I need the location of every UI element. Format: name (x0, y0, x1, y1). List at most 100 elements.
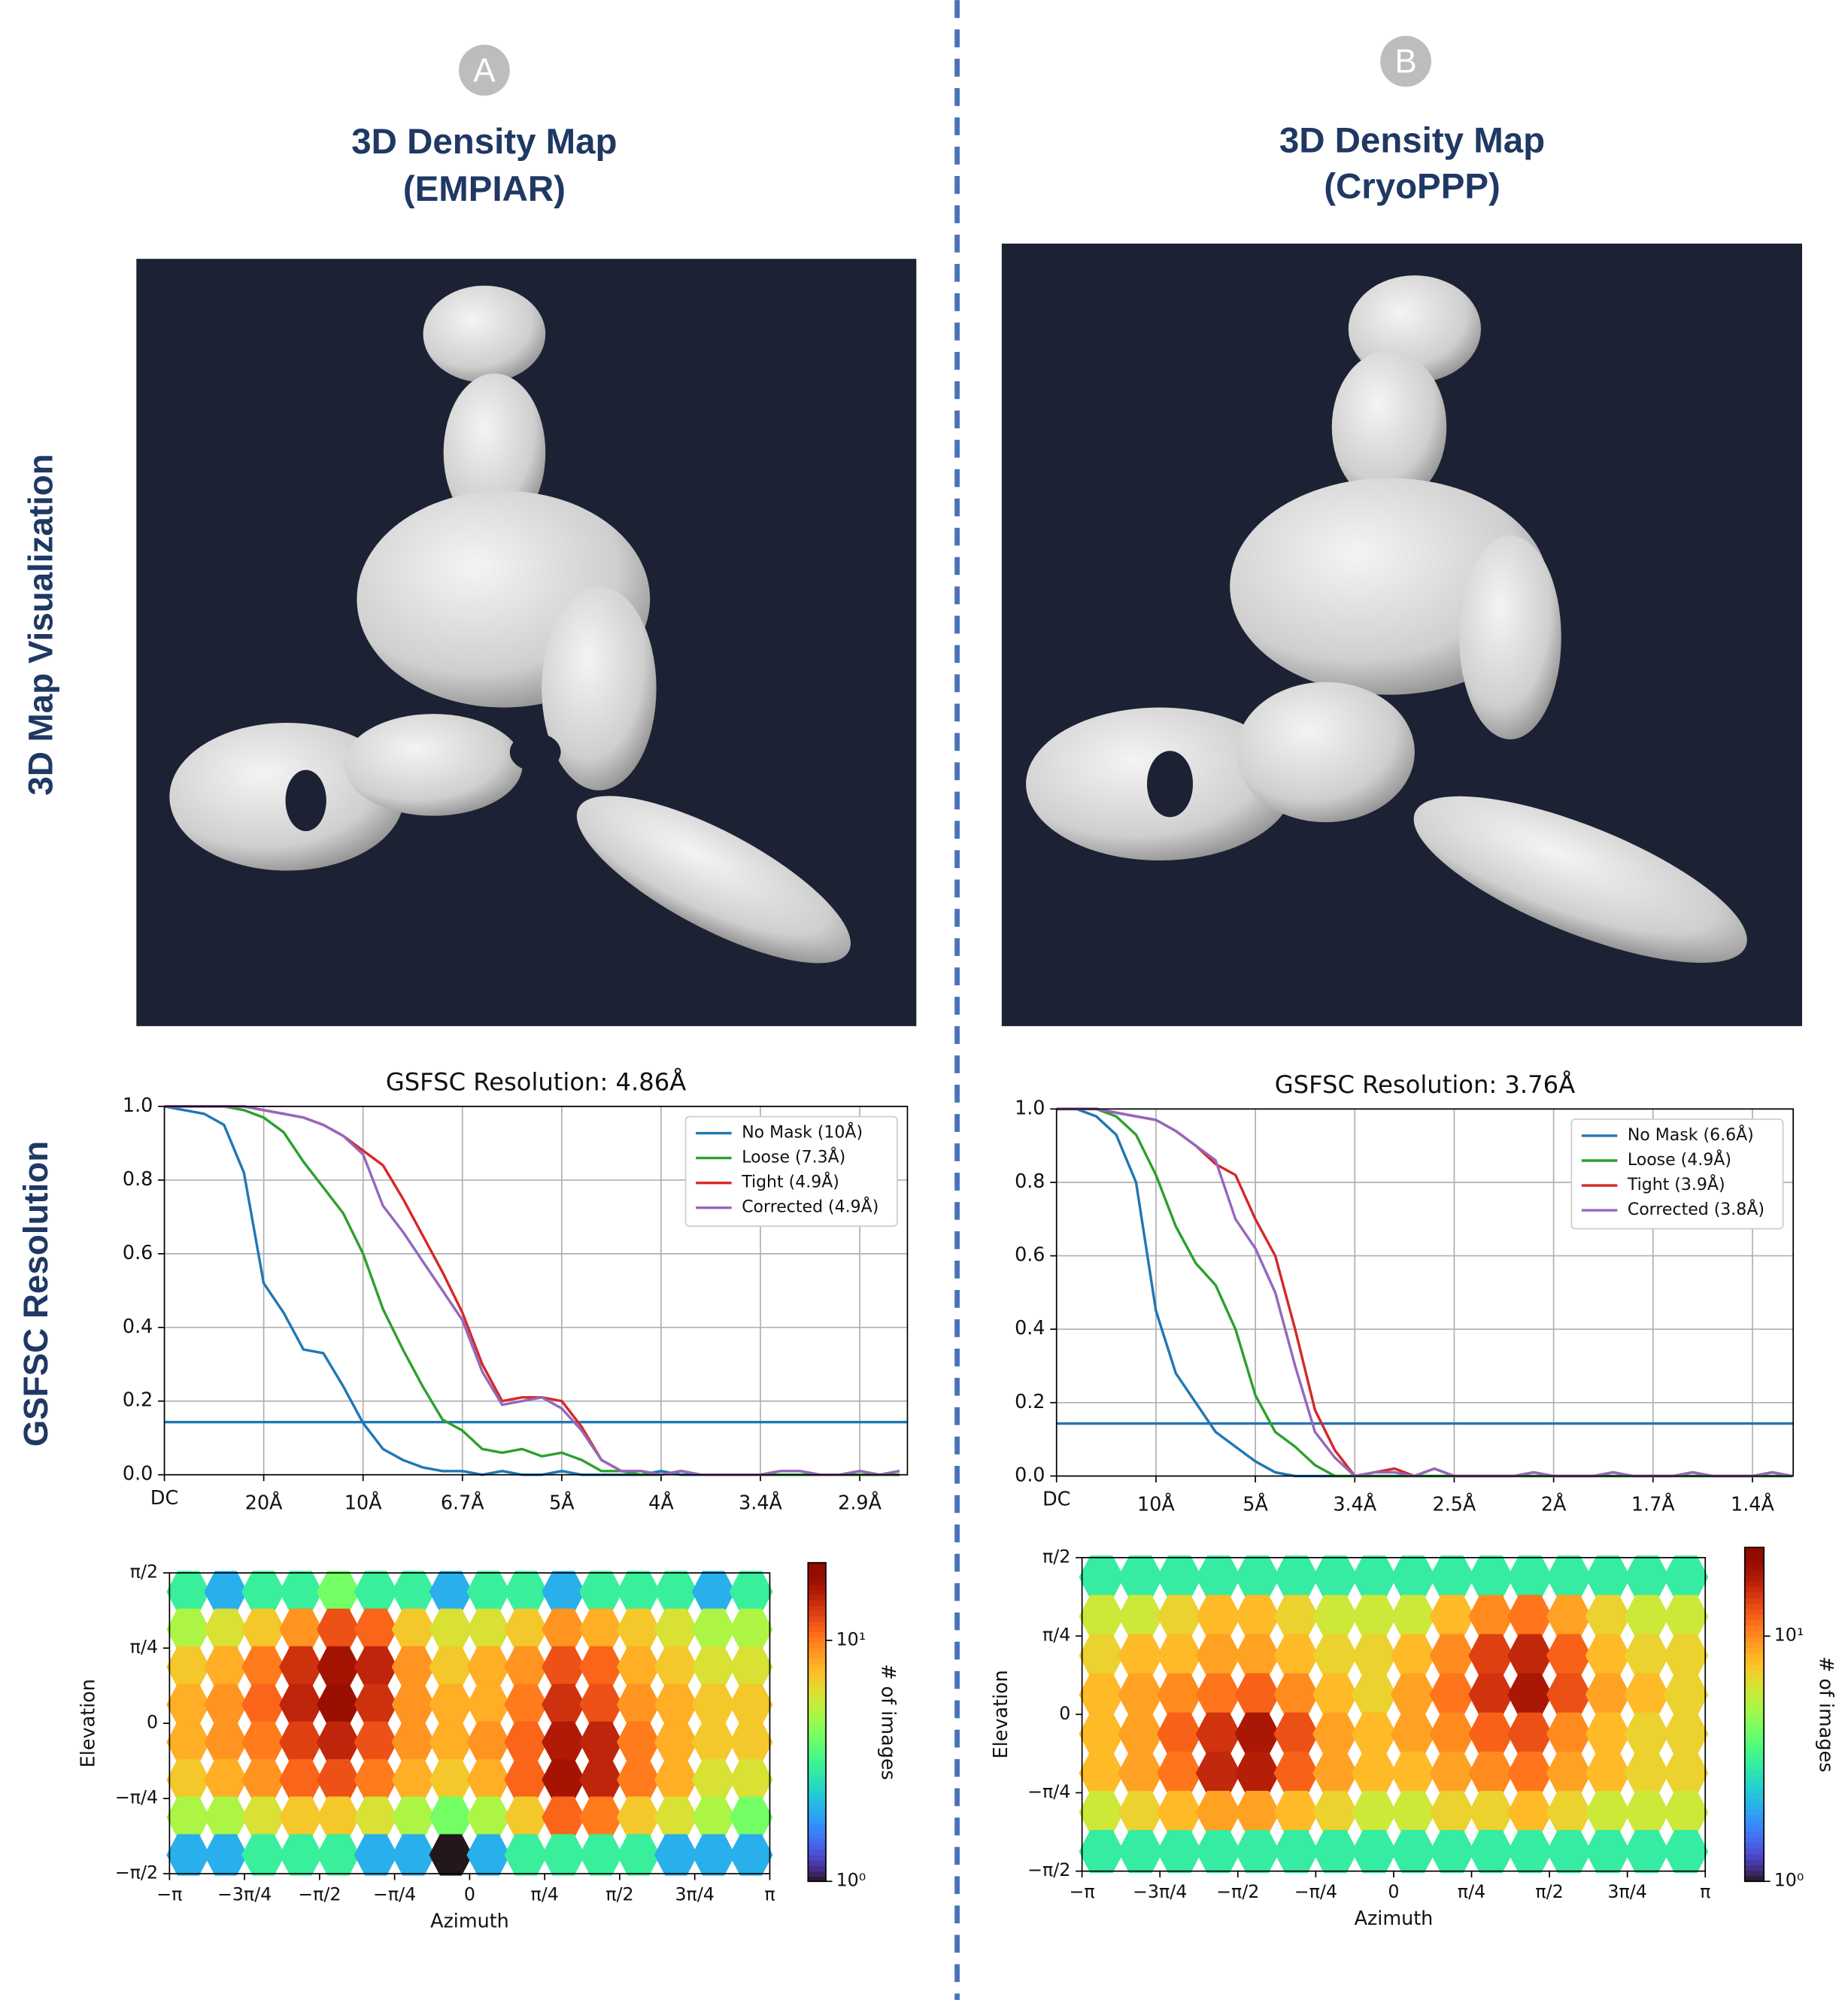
hex-cell (579, 1759, 623, 1801)
colorbar-step (1744, 1859, 1765, 1865)
colorbar-step (1744, 1547, 1765, 1554)
hex-cell (1079, 1790, 1124, 1835)
y-tick-label: 0.8 (123, 1167, 153, 1190)
hex-cell (542, 1608, 586, 1650)
hex-cell (542, 1834, 586, 1876)
colorbar-tick-label: 10¹ (836, 1628, 866, 1649)
hex-cell (204, 1759, 248, 1801)
colorbar-frame (807, 1561, 827, 1883)
colorbar-step (808, 1653, 827, 1659)
y-axis-label: Elevation (77, 1679, 99, 1768)
y-tick-label: 0.4 (1015, 1316, 1045, 1339)
colorbar-step (808, 1690, 827, 1696)
y-tick-label: π/2 (130, 1561, 158, 1583)
hex-cell (1157, 1751, 1203, 1795)
colorbar-step (1744, 1753, 1765, 1760)
colorbar-step (808, 1573, 827, 1580)
colorbar-tick-label: 10⁰ (836, 1870, 866, 1891)
hex-cell (1390, 1673, 1436, 1716)
hex-cell (1234, 1555, 1280, 1599)
hex-cell (1390, 1790, 1436, 1835)
hex-cell (691, 1646, 736, 1688)
hex-cell (279, 1646, 323, 1688)
hex-cell (1157, 1555, 1203, 1599)
colorbar-step (808, 1722, 827, 1728)
legend-label: No Mask (10Å) (742, 1122, 863, 1143)
hex-cell (391, 1759, 435, 1801)
colorbar-step (808, 1737, 827, 1744)
x-tick-label: −π (1070, 1881, 1095, 1902)
hex-cell (729, 1834, 773, 1876)
colorbar-step (808, 1849, 827, 1856)
colorbar-step (808, 1594, 827, 1601)
colorbar-step (1744, 1552, 1765, 1559)
colorbar-step (1744, 1564, 1765, 1571)
hex-cell (391, 1683, 435, 1725)
hex-cell (1390, 1634, 1436, 1677)
hex-cell (504, 1834, 548, 1876)
colorbar-label: # of images (877, 1664, 900, 1780)
colorbar-step (808, 1844, 827, 1850)
hex-cell (1390, 1595, 1436, 1638)
hex-cell (542, 1683, 586, 1725)
hex-cell (1312, 1595, 1358, 1638)
y-tick-label: 0.4 (123, 1315, 153, 1337)
hex-cell (1429, 1595, 1475, 1638)
colorbar-step (808, 1658, 827, 1665)
colorbar-step (808, 1838, 827, 1845)
hex-cell (1468, 1790, 1514, 1835)
y-tick-label: 0.0 (1015, 1463, 1045, 1486)
colorbar-step (808, 1828, 827, 1835)
hex-cell (466, 1683, 511, 1725)
x-tick-label: 6.7Å (441, 1492, 484, 1514)
colorbar-step (808, 1616, 827, 1622)
hex-cell (542, 1759, 586, 1801)
colorbar-step (1744, 1614, 1765, 1621)
hex-cell (1624, 1712, 1670, 1756)
hex-cell (1312, 1751, 1358, 1795)
hex-cell (504, 1796, 548, 1838)
hex-cell (1234, 1595, 1280, 1638)
x-tick-label: 3π/4 (1607, 1881, 1646, 1902)
hex-cell (504, 1571, 548, 1613)
x-tick-label: −3π/4 (217, 1883, 272, 1904)
hex-cell (1195, 1751, 1241, 1795)
hex-cell (1468, 1673, 1514, 1716)
hex-cell (1429, 1673, 1475, 1716)
colorbar-step (808, 1743, 827, 1750)
y-axis-label: Elevation (989, 1670, 1012, 1759)
hex-cell (316, 1608, 360, 1650)
hex-cell (166, 1683, 211, 1725)
x-tick-label: 4Å (648, 1492, 674, 1514)
hex-cell (429, 1608, 473, 1650)
hex-cell (616, 1721, 660, 1763)
hex-cell (616, 1646, 660, 1688)
hex-cell (1663, 1555, 1709, 1599)
hex-cell (1585, 1751, 1631, 1795)
hex-cell (616, 1834, 660, 1876)
hex-cell (1663, 1751, 1709, 1795)
colorbar-step (1744, 1759, 1765, 1765)
colorbar-step (808, 1833, 827, 1840)
colorbar-step (808, 1865, 827, 1871)
hex-cell (729, 1608, 773, 1650)
hex-cell (654, 1646, 698, 1688)
colorbar-step (1744, 1803, 1765, 1810)
legend-label: Corrected (4.9Å) (742, 1197, 878, 1217)
hex-cell (1312, 1555, 1358, 1599)
x-tick-label: 10Å (1137, 1492, 1175, 1515)
hex-cell (729, 1721, 773, 1763)
y-tick-label: 0.6 (1015, 1243, 1045, 1266)
colorbar-step (808, 1807, 827, 1813)
colorbar-step (1744, 1580, 1765, 1587)
hex-cell (616, 1796, 660, 1838)
colorbar-step (808, 1786, 827, 1792)
y-tick-label: π/4 (1042, 1625, 1070, 1646)
hex-cell (579, 1571, 623, 1613)
colorbar-step (1744, 1853, 1765, 1860)
hex-cell (616, 1608, 660, 1650)
hex-cell (279, 1608, 323, 1650)
hex-cell (1234, 1829, 1280, 1874)
hex-cell (1663, 1673, 1709, 1716)
hex-cell (1429, 1634, 1475, 1677)
